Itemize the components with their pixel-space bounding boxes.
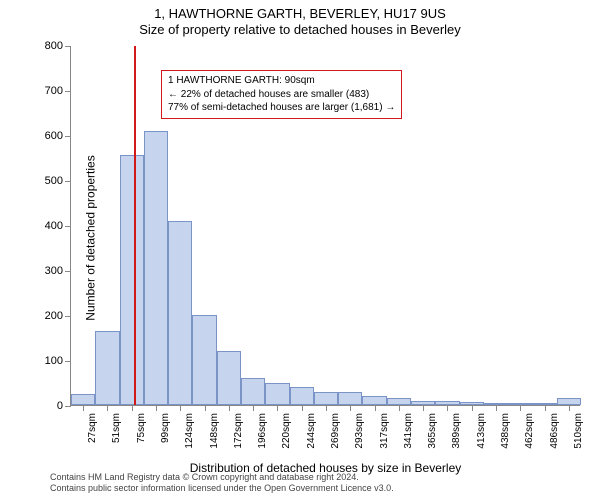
x-tick [302, 405, 303, 411]
annotation-box: 1 HAWTHORNE GARTH: 90sqm← 22% of detache… [161, 70, 402, 119]
histogram-bar [71, 394, 95, 405]
annotation-line-1: 1 HAWTHORNE GARTH: 90sqm [168, 74, 395, 88]
histogram-bar [557, 398, 581, 405]
x-tick [545, 405, 546, 411]
x-tick [375, 405, 376, 411]
y-tick [65, 91, 71, 92]
histogram-bar [362, 396, 386, 405]
y-tick-label: 400 [45, 220, 63, 232]
histogram-bar [192, 315, 216, 405]
x-tick-label: 75sqm [136, 413, 147, 443]
x-tick-label: 27sqm [87, 413, 98, 443]
x-tick-label: 438sqm [500, 413, 511, 449]
y-tick [65, 271, 71, 272]
x-tick-label: 269sqm [330, 413, 341, 449]
y-tick [65, 46, 71, 47]
x-tick [423, 405, 424, 411]
histogram-bar [338, 392, 362, 405]
y-tick-label: 0 [57, 400, 63, 412]
x-tick [229, 405, 230, 411]
x-tick-label: 196sqm [257, 413, 268, 449]
y-tick [65, 181, 71, 182]
histogram-chart: Number of detached properties 1 HAWTHORN… [50, 46, 580, 430]
histogram-bar [168, 221, 192, 406]
x-tick [205, 405, 206, 411]
page-title: 1, HAWTHORNE GARTH, BEVERLEY, HU17 9US [0, 6, 600, 21]
plot-area: 1 HAWTHORNE GARTH: 90sqm← 22% of detache… [70, 46, 580, 406]
x-tick [496, 405, 497, 411]
annotation-marker-line [134, 46, 136, 405]
footer-line-2: Contains public sector information licen… [50, 483, 394, 494]
x-tick [350, 405, 351, 411]
x-tick [326, 405, 327, 411]
y-tick-label: 600 [45, 130, 63, 142]
histogram-bar [265, 383, 289, 405]
footer-line-1: Contains HM Land Registry data © Crown c… [50, 472, 394, 483]
x-tick-label: 172sqm [233, 413, 244, 449]
y-tick [65, 361, 71, 362]
x-tick-label: 341sqm [403, 413, 414, 449]
page-subtitle: Size of property relative to detached ho… [0, 22, 600, 37]
x-tick [107, 405, 108, 411]
x-tick [520, 405, 521, 411]
histogram-bar [217, 351, 241, 405]
annotation-line-2: ← 22% of detached houses are smaller (48… [168, 88, 395, 102]
x-tick [83, 405, 84, 411]
x-tick [399, 405, 400, 411]
x-tick [180, 405, 181, 411]
x-tick-label: 244sqm [306, 413, 317, 449]
x-tick [277, 405, 278, 411]
x-tick-label: 389sqm [451, 413, 462, 449]
histogram-bar [290, 387, 314, 405]
x-tick-label: 220sqm [281, 413, 292, 449]
x-tick-label: 293sqm [354, 413, 365, 449]
x-tick-label: 413sqm [476, 413, 487, 449]
y-tick-label: 800 [45, 40, 63, 52]
x-tick-label: 148sqm [209, 413, 220, 449]
histogram-bar [144, 131, 168, 406]
histogram-bar [314, 392, 338, 406]
y-tick-label: 300 [45, 265, 63, 277]
footer-attribution: Contains HM Land Registry data © Crown c… [50, 472, 394, 495]
x-tick [569, 405, 570, 411]
y-tick-label: 100 [45, 355, 63, 367]
y-tick-label: 200 [45, 310, 63, 322]
histogram-bar [95, 331, 119, 405]
x-tick-label: 99sqm [160, 413, 171, 443]
x-tick-label: 365sqm [427, 413, 438, 449]
x-tick [472, 405, 473, 411]
y-tick-label: 700 [45, 85, 63, 97]
x-tick [253, 405, 254, 411]
x-tick-label: 124sqm [184, 413, 195, 449]
y-tick [65, 226, 71, 227]
x-tick-label: 51sqm [111, 413, 122, 443]
y-tick-label: 500 [45, 175, 63, 187]
x-tick-label: 317sqm [379, 413, 390, 449]
histogram-bar [387, 398, 411, 405]
x-tick [156, 405, 157, 411]
y-tick [65, 136, 71, 137]
y-tick [65, 316, 71, 317]
x-tick [132, 405, 133, 411]
annotation-line-3: 77% of semi-detached houses are larger (… [168, 101, 395, 115]
x-tick-label: 486sqm [549, 413, 560, 449]
histogram-bar [120, 155, 144, 405]
x-tick-label: 510sqm [573, 413, 584, 449]
x-tick [447, 405, 448, 411]
histogram-bar [241, 378, 265, 405]
y-tick [65, 406, 71, 407]
x-tick-label: 462sqm [524, 413, 535, 449]
